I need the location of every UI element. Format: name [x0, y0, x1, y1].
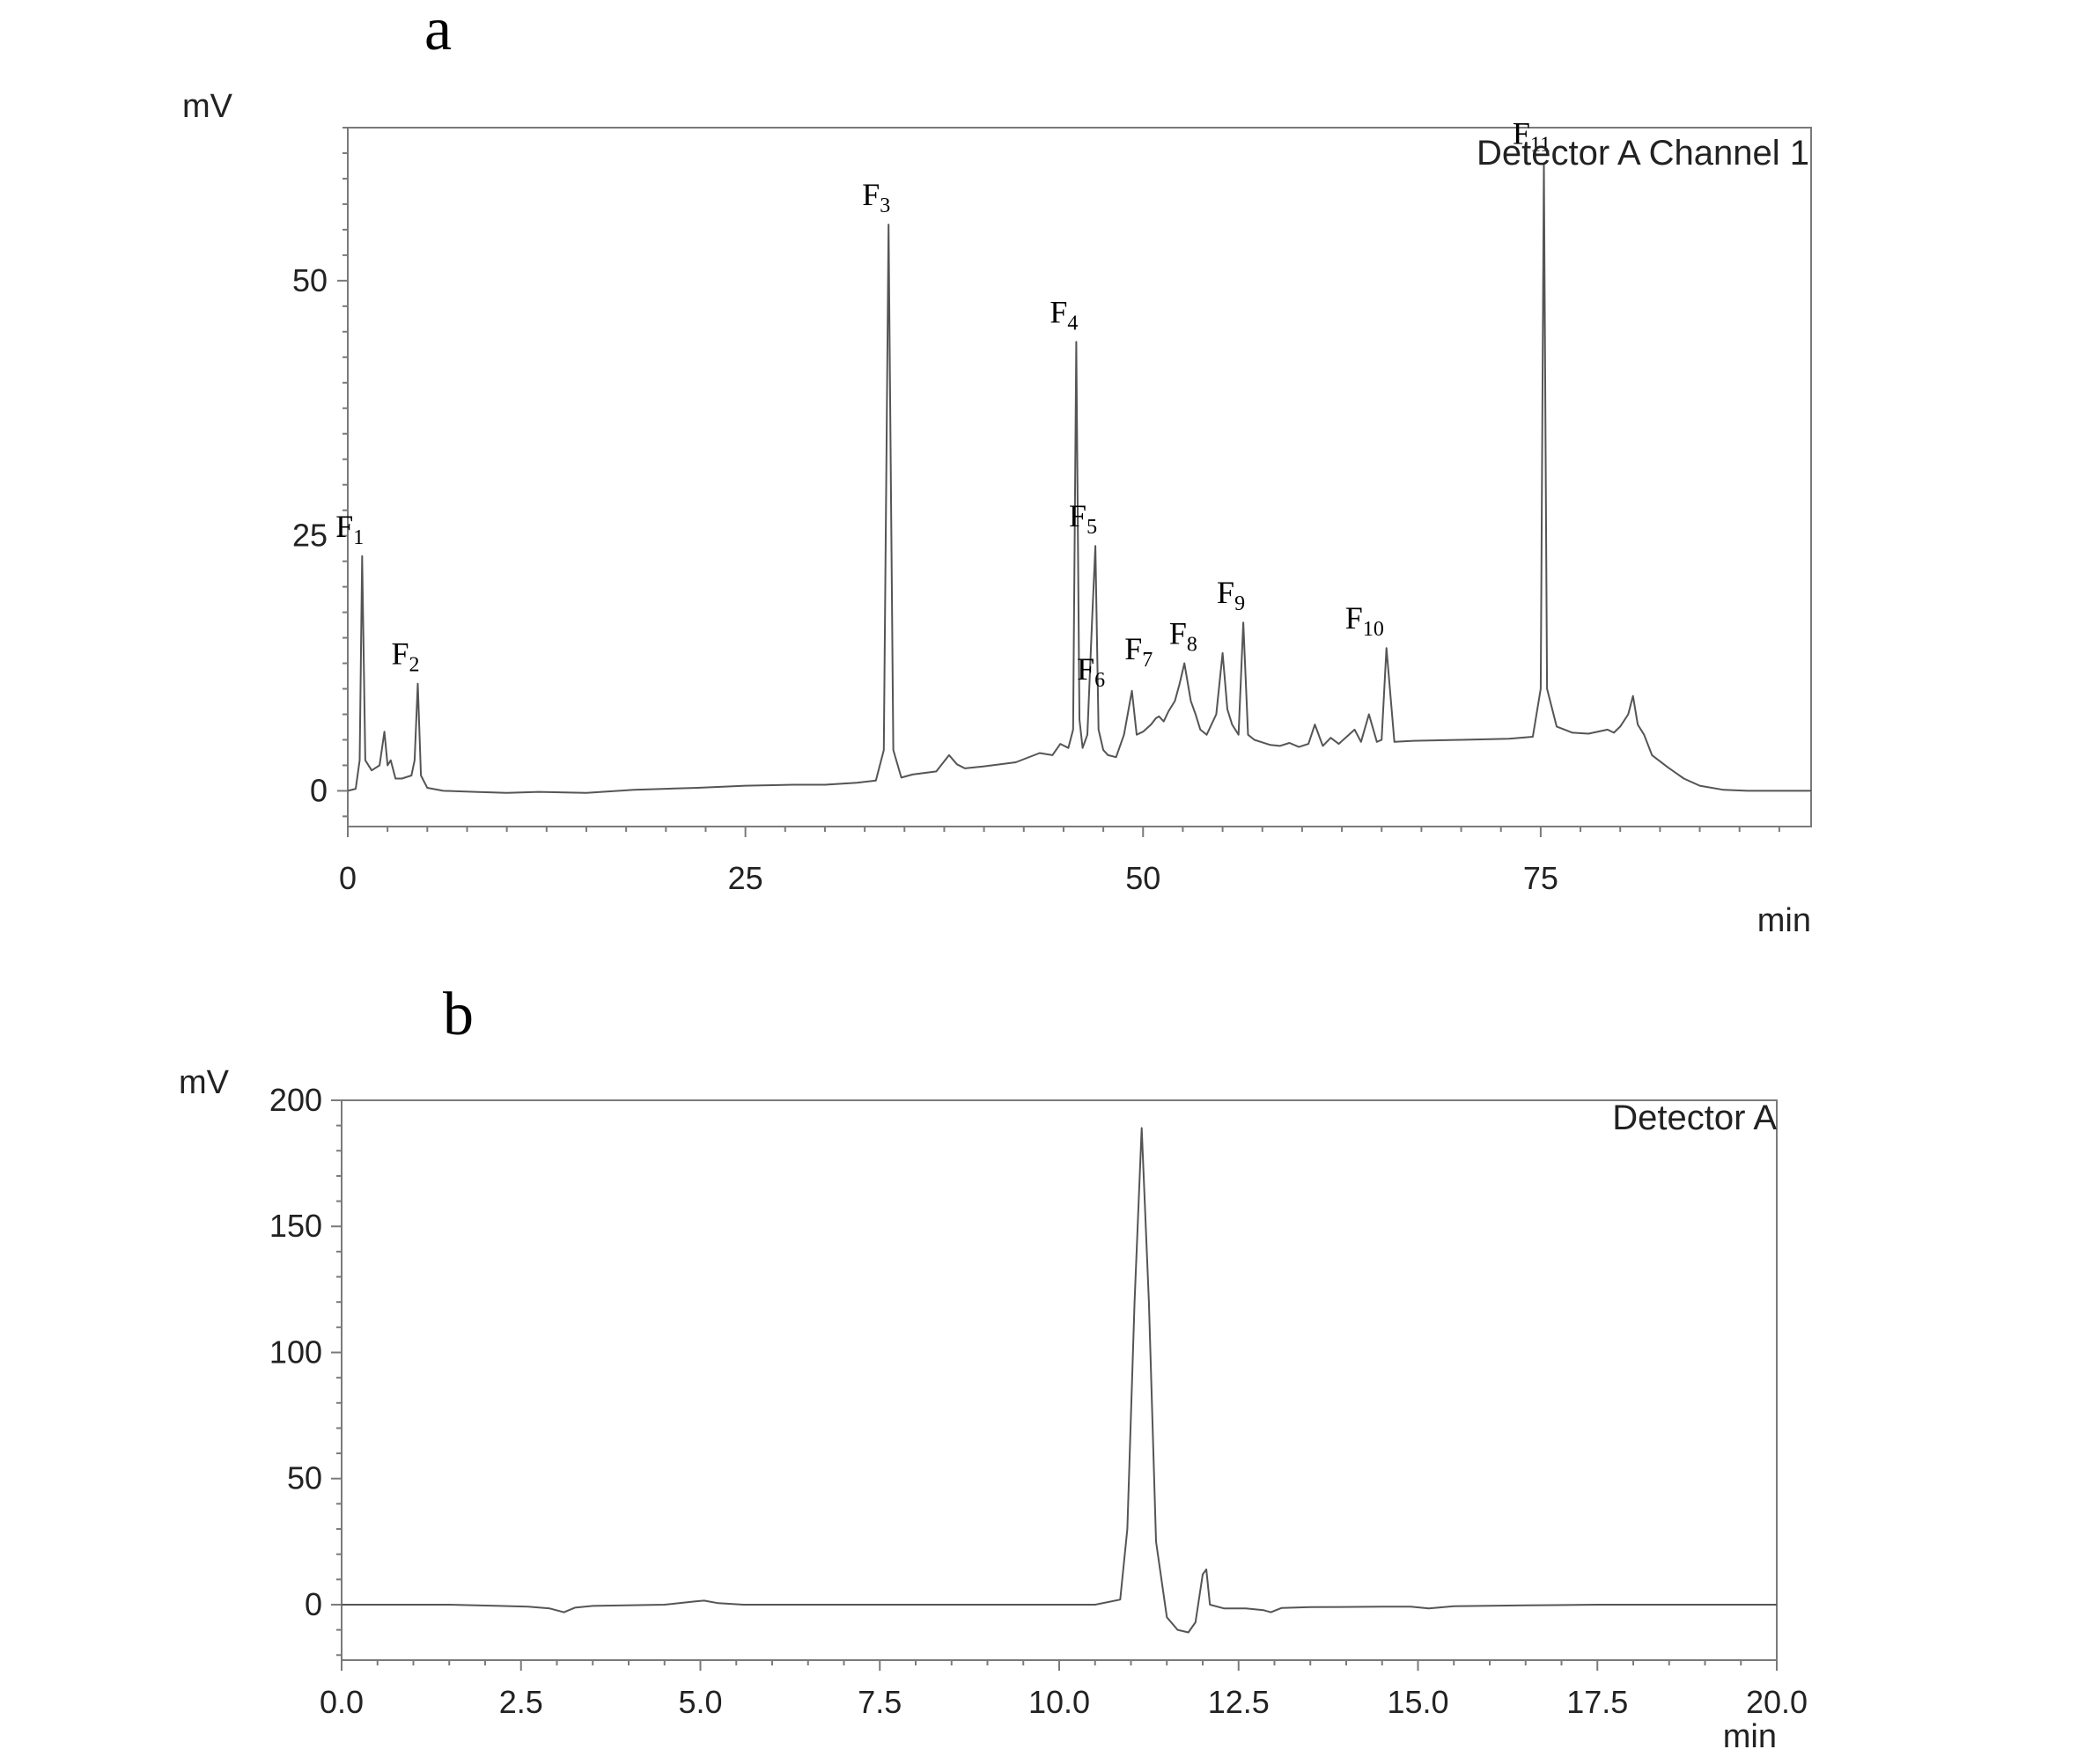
panel-a: a mV 0 25 50 0 25 50 75 F1 F2 F3 F4 F5 F6 F7 F8 F9 F10…: [182, 0, 1812, 939]
peak-label-f5: F5: [1069, 498, 1097, 539]
peak-label-f10: F10: [1345, 600, 1384, 641]
panel-a-y-tick-labels: 0 25 50: [292, 262, 328, 809]
peak-label-f7: F7: [1124, 631, 1153, 672]
panel-a-letter: a: [424, 0, 452, 63]
a-x-tick-label: 50: [1125, 860, 1160, 896]
panel-a-detector-label: Detector A Channel 1: [1477, 134, 1809, 173]
a-y-tick-label: 50: [292, 262, 328, 298]
panel-b-y-unit: mV: [179, 1064, 230, 1101]
panel-a-signal-trace: [347, 162, 1811, 794]
panel-a-x-tick-labels: 0 25 50 75: [339, 860, 1558, 896]
panel-b-x-tick-labels: 0.0 2.5 5.0 7.5 10.0 12.5 15.0 17.5 20.0: [320, 1684, 1808, 1720]
b-x-tick-label: 12.5: [1208, 1684, 1270, 1720]
b-y-tick-label: 100: [269, 1334, 322, 1370]
peak-label-f3: F3: [862, 177, 890, 217]
a-y-tick-label: 0: [310, 772, 328, 808]
peak-label-f6: F6: [1077, 651, 1105, 692]
b-x-tick-label: 7.5: [858, 1684, 902, 1720]
a-x-tick-label: 75: [1523, 860, 1558, 896]
a-x-tick-label: 0: [339, 860, 357, 896]
peak-label-f2: F2: [391, 636, 419, 677]
b-x-tick-label: 17.5: [1566, 1684, 1628, 1720]
peak-label-f4: F4: [1050, 294, 1078, 334]
b-x-tick-label: 20.0: [1746, 1684, 1808, 1720]
panel-a-x-minor-ticks: [347, 827, 1780, 837]
a-y-tick-label: 25: [292, 518, 328, 554]
panel-b: b mV 0 50 100 150 200 0.0 2.5 5.0 7.5 10.0 12.5 15…: [179, 981, 1808, 1755]
panel-b-detector-label: Detector A: [1612, 1099, 1777, 1137]
panel-a-x-unit: min: [1757, 902, 1811, 939]
b-x-tick-label: 15.0: [1387, 1684, 1448, 1720]
b-y-tick-label: 0: [305, 1586, 322, 1622]
panel-a-plot-frame: [347, 127, 1812, 827]
b-x-tick-label: 10.0: [1028, 1684, 1090, 1720]
panel-b-x-unit: min: [1723, 1718, 1777, 1755]
panel-a-y-unit: mV: [182, 88, 233, 125]
panel-b-signal-trace: [342, 1127, 1777, 1634]
panel-b-x-minor-ticks: [341, 1660, 1778, 1671]
panel-b-y-minor-ticks: [331, 1099, 342, 1657]
panel-b-letter: b: [443, 981, 474, 1048]
panel-b-plot-frame: [341, 1099, 1778, 1661]
b-y-tick-label: 50: [287, 1460, 322, 1496]
peak-label-f9: F9: [1217, 575, 1245, 615]
a-x-tick-label: 25: [728, 860, 763, 896]
b-x-tick-label: 5.0: [678, 1684, 722, 1720]
peak-label-f8: F8: [1169, 616, 1197, 657]
panel-a-y-minor-ticks: [337, 127, 348, 818]
panel-b-y-tick-labels: 0 50 100 150 200: [269, 1082, 322, 1622]
b-y-tick-label: 150: [269, 1208, 322, 1244]
peak-label-f1: F1: [335, 509, 364, 549]
b-y-tick-label: 200: [269, 1082, 322, 1118]
b-x-tick-label: 2.5: [499, 1684, 543, 1720]
b-x-tick-label: 0.0: [320, 1684, 364, 1720]
